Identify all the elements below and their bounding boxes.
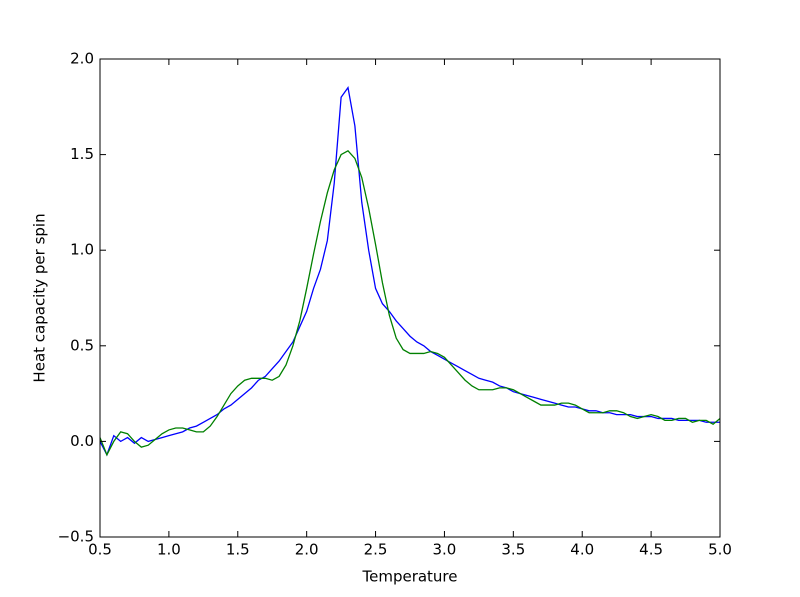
data-line: [99, 149, 721, 457]
y-tick-label: −0.5: [58, 528, 94, 546]
x-tick-label: 2.0: [295, 541, 319, 559]
plot-frame: [99, 58, 721, 538]
x-tick-label: 4.0: [570, 541, 594, 559]
x-tick-label: 1.0: [157, 541, 181, 559]
y-tick-label: 0.5: [70, 336, 94, 354]
y-axis-label: Heat capacity per spin: [31, 213, 49, 382]
y-tick-label: 2.0: [70, 50, 94, 68]
x-tick-label: 2.5: [364, 541, 388, 559]
y-tick-label: 0.0: [70, 432, 94, 450]
data-line: [99, 86, 720, 457]
x-tick-label: 5.0: [708, 541, 732, 559]
y-tick-label: 1.0: [70, 241, 94, 259]
x-tick-label: 3.0: [433, 541, 457, 559]
x-tick-label: 1.5: [226, 541, 250, 559]
y-tick-label: 1.5: [70, 145, 94, 163]
x-tick-label: 3.5: [501, 541, 525, 559]
x-tick-label: 4.5: [639, 541, 663, 559]
x-axis-label: Temperature: [361, 568, 457, 586]
x-tick-label: 0.5: [88, 541, 112, 559]
